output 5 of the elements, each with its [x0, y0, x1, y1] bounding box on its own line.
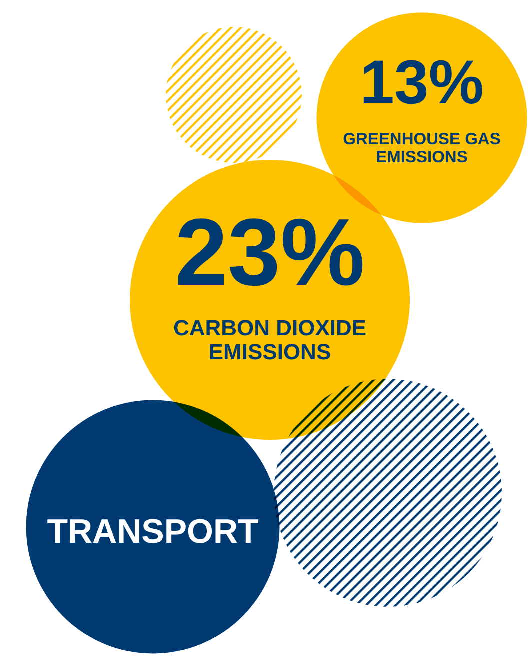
- data-label: 23%: [174, 200, 366, 306]
- category-label: CARBON DIOXIDE EMISSIONS: [173, 315, 367, 365]
- text: TRANSPORT: [47, 513, 260, 551]
- category-label: GREENHOUSE GAS EMISSIONS: [343, 130, 501, 167]
- data-label: 13%: [360, 48, 484, 118]
